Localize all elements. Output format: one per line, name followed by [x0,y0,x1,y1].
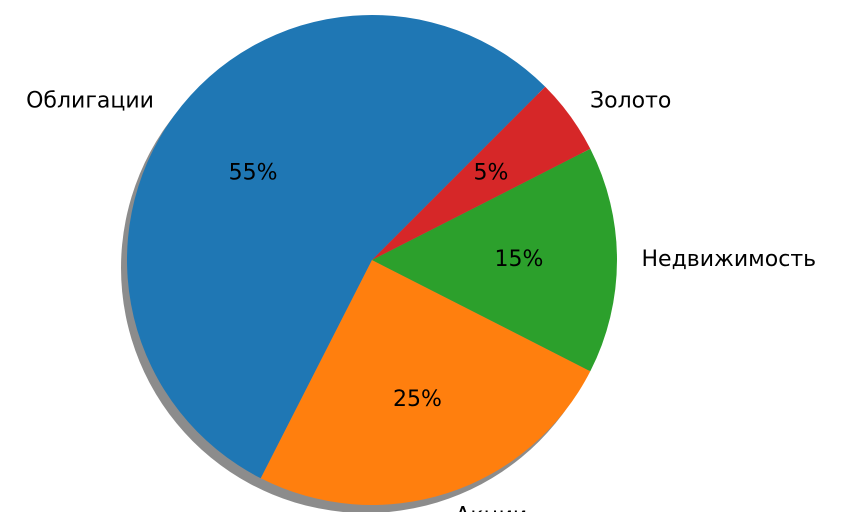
percent-label: 25% [393,387,442,412]
pie-slice [372,148,617,372]
percent-label: 15% [495,247,544,272]
slice-label: Акции [455,503,527,512]
slice-label: Золото [590,89,671,114]
pie-slice [126,14,546,479]
pie-slice [372,86,591,260]
percent-label: 55% [229,161,278,186]
pie-slice [260,260,591,505]
slice-label: Облигации [26,89,154,114]
percent-label: 5% [473,161,508,186]
slice-label: Недвижимость [642,247,817,272]
